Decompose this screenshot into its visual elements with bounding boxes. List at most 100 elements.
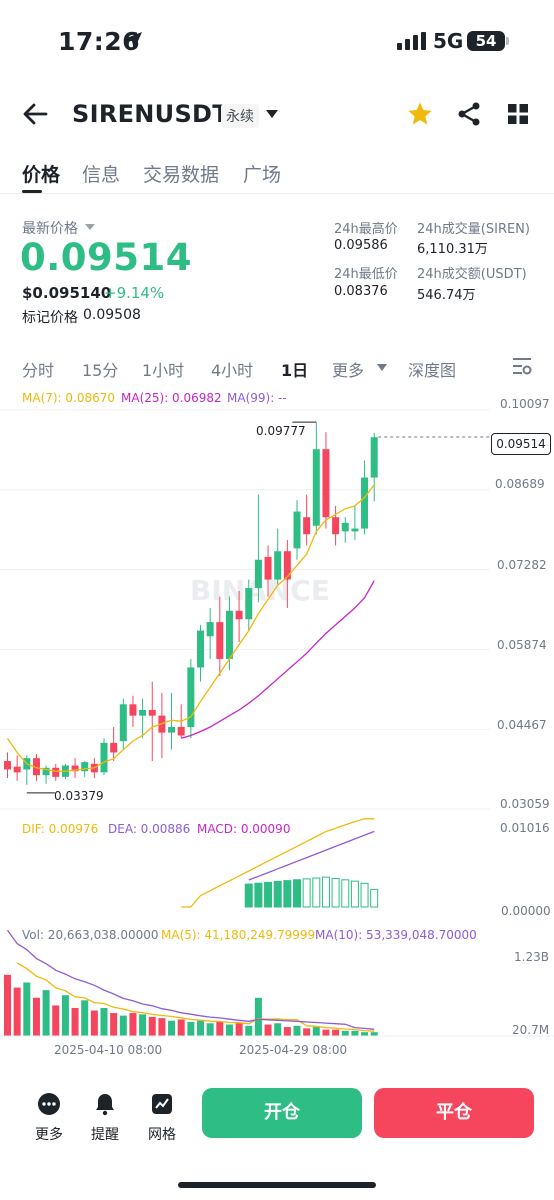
candle-body: [303, 517, 311, 535]
vol-ma5-line: [16, 962, 375, 1032]
volume-bar: [351, 1030, 359, 1036]
candlestick-chart[interactable]: BINANCE: [0, 385, 554, 815]
current-price-tag: 0.09514: [491, 433, 551, 455]
dea-legend: DEA: 0.00886: [108, 822, 191, 836]
interval-more[interactable]: 更多: [332, 361, 365, 380]
candle-body: [129, 704, 137, 716]
candle-body: [254, 559, 262, 589]
more-dropdown-icon[interactable]: [377, 364, 387, 371]
close-position-button[interactable]: 平仓: [374, 1088, 534, 1138]
mark-price-value: 0.09508: [83, 307, 141, 323]
grid-menu-icon[interactable]: [508, 104, 528, 124]
candle-body: [361, 477, 369, 529]
interval-1d[interactable]: 1日: [281, 361, 309, 380]
y-tick-label: 0.08689: [495, 477, 545, 491]
macd-bar: [370, 888, 379, 908]
macd-chart: [181, 818, 379, 908]
battery-tip-icon: [506, 37, 509, 45]
vol-ma10-legend: MA(10): 53,339,048.70000: [315, 928, 477, 942]
volume-bar: [61, 995, 69, 1036]
macd-tick-label: 0.00000: [501, 904, 551, 918]
volume-bar: [332, 1029, 340, 1036]
macd-legend: MACD: 0.00090: [197, 822, 291, 836]
interval-line[interactable]: 分时: [22, 361, 55, 380]
home-indicator: [178, 1182, 376, 1188]
volume-bar: [4, 974, 11, 1036]
macd-bar: [350, 880, 359, 908]
candle-body: [119, 704, 127, 742]
network-type: 5G: [433, 29, 464, 53]
symbol-dropdown-icon[interactable]: [266, 110, 278, 118]
volume-bar: [100, 1007, 108, 1036]
dif-legend: DIF: 0.00976: [22, 822, 99, 836]
nav-more[interactable]: 更多: [24, 1092, 74, 1144]
volume-bar: [206, 1023, 214, 1036]
interval-1h[interactable]: 1小时: [142, 361, 185, 380]
candle-body: [187, 667, 195, 727]
volume-bar: [283, 1027, 291, 1036]
y-tick-label: 0.04467: [497, 718, 547, 732]
volume-bar: [312, 1027, 320, 1036]
favorite-star-icon[interactable]: [406, 100, 434, 128]
candle-body: [351, 528, 359, 532]
y-tick-label: 0.10097: [500, 397, 550, 411]
latest-price-label[interactable]: 最新价格: [22, 221, 78, 237]
volume-bar: [264, 1024, 272, 1036]
tab-info[interactable]: 信息: [82, 164, 121, 186]
back-arrow-icon[interactable]: [22, 102, 48, 126]
macd-bar: [360, 882, 369, 908]
interval-4h[interactable]: 4小时: [211, 361, 254, 380]
volume-bar: [158, 1018, 166, 1036]
interval-15m[interactable]: 15分: [82, 361, 119, 380]
macd-bar: [264, 881, 273, 908]
price-change-percent: +9.14%: [104, 284, 165, 302]
volume-bar: [81, 1000, 89, 1036]
candle-body: [81, 762, 89, 772]
grid-bot-icon: [152, 1094, 172, 1114]
volume-bar: [187, 1021, 195, 1036]
depth-chart-tab[interactable]: 深度图: [408, 361, 457, 380]
low-24h-label: 24h最低价: [334, 267, 398, 282]
candle-body: [370, 437, 378, 478]
volume-bar: [177, 1019, 185, 1036]
chart-settings-icon[interactable]: [512, 357, 532, 375]
ma99-legend: MA(99): --: [227, 391, 287, 405]
last-price: 0.09514: [20, 236, 193, 279]
ma25-line: [181, 580, 375, 739]
macd-bar: [302, 878, 311, 908]
volume-bar: [23, 982, 31, 1036]
tab-square[interactable]: 广场: [243, 164, 282, 186]
tab-price[interactable]: 价格: [22, 164, 61, 186]
volume-bar: [52, 1005, 60, 1036]
battery-level: 54: [467, 31, 505, 51]
volume-bar: [42, 990, 50, 1036]
vol-tick-label: 1.23B: [514, 950, 549, 964]
nav-grid[interactable]: 网格: [137, 1092, 187, 1144]
volume-bar: [303, 1028, 311, 1036]
latest-price-dropdown-icon[interactable]: [85, 224, 95, 230]
tab-trading-data[interactable]: 交易数据: [143, 164, 220, 186]
y-tick-label: 0.03059: [500, 797, 550, 811]
volume-bar: [110, 1013, 118, 1036]
low-24h-value: 0.08376: [334, 284, 388, 299]
volume-chart: [0, 929, 554, 1037]
volume-bar: [90, 1010, 98, 1036]
candle-body: [293, 511, 301, 549]
volume-bar: [148, 1016, 156, 1036]
volume-bar: [254, 997, 262, 1036]
location-arrow-icon: [124, 32, 142, 50]
nav-alert[interactable]: 提醒: [80, 1092, 130, 1144]
candle-body: [332, 517, 340, 535]
more-dots-icon: [38, 1093, 60, 1115]
volume-bar: [129, 1013, 137, 1036]
volume-24h-value: 6,110.31万: [417, 242, 488, 257]
high-24h-label: 24h最高价: [334, 222, 398, 237]
max-price-label: 0.09777: [256, 424, 306, 438]
volume-bar: [32, 997, 40, 1036]
open-position-button[interactable]: 开仓: [202, 1088, 362, 1138]
nav-grid-label: 网格: [148, 1127, 176, 1143]
bell-icon: [96, 1094, 114, 1116]
symbol-title[interactable]: SIRENUSDT: [72, 100, 229, 128]
share-icon[interactable]: [457, 101, 481, 127]
ma7-legend: MA(7): 0.08670: [22, 391, 116, 405]
